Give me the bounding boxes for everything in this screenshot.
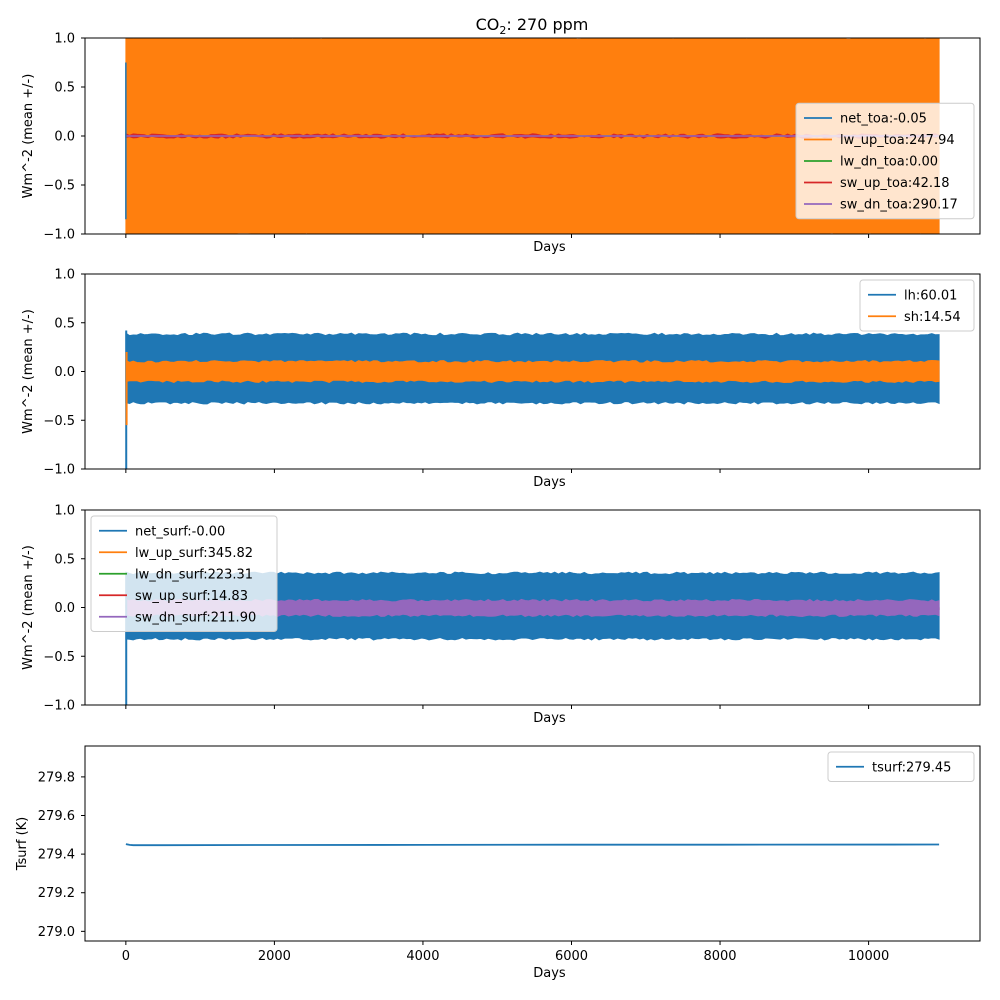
legend-label: net_toa:-0.05 [840,112,927,127]
x-tick-label: 8000 [703,949,736,964]
legend-label: lw_up_surf:345.82 [135,546,253,561]
y-axis-label: Tsurf (K) [15,817,30,872]
axes-2: −1.0 −0.5 0.0 0.5 1.0 Days Wm^-2 (mean +/-) lh:… [21,268,981,490]
x-tick-label: 6000 [555,949,588,964]
axes-container: −1.0 −0.5 0.0 0.5 1.0 Days Wm^-2 (mean +/-) net… [15,32,981,981]
legend-box [859,279,975,332]
x-tick-label: 4000 [406,949,439,964]
series-line [125,843,940,847]
y-tick-label: −1.0 [43,228,75,243]
legend-label: sw_up_toa:42.18 [840,176,950,191]
plot-area [125,843,940,847]
legend: net_toa:-0.05 lw_up_toa:247.94 lw_dn_toa:0… [795,102,975,220]
axes-4: 279.0 279.2 279.4 279.6 279.8 0 2000 4000 6000 80… [15,745,981,981]
legend-label: sw_up_surf:14.83 [135,589,248,604]
x-tick-label: 0 [122,949,130,964]
legend-label: sw_dn_surf:211.90 [135,610,256,625]
legend-box [90,515,278,632]
plot-area [125,38,940,234]
x-axis-label: Days [533,475,566,490]
x-tick-label: 10000 [848,949,889,964]
y-tick-label: 0.0 [54,365,75,380]
y-axis-label: Wm^-2 (mean +/-) [21,309,36,434]
legend-label: net_surf:-0.00 [135,524,225,539]
series-band [125,359,940,384]
x-axis-label: Days [533,966,566,981]
y-tick-label: 279.6 [38,809,75,824]
legend: net_surf:-0.00 lw_up_surf:345.82 lw_dn_sur… [90,515,278,632]
y-tick-label: −0.5 [43,414,75,429]
legend-label: lw_dn_surf:223.31 [135,567,253,582]
axes-3: −1.0 −0.5 0.0 0.5 1.0 Days Wm^-2 (mean +/-) net… [21,504,981,726]
y-tick-label: 1.0 [54,504,75,519]
y-tick-label: 0.5 [54,552,75,567]
legend-label: tsurf:279.45 [872,760,951,775]
y-tick-label: 1.0 [54,32,75,47]
legend: lh:60.01 sh:14.54 [859,279,975,332]
legend-label: lw_dn_toa:0.00 [840,155,938,170]
y-tick-label: −0.5 [43,179,75,194]
series-band [125,598,940,618]
legend-label: sw_dn_toa:290.17 [840,198,958,213]
y-axis-label: Wm^-2 (mean +/-) [21,74,36,199]
y-tick-label: 0.0 [54,130,75,145]
legend-label: sh:14.54 [904,310,961,325]
y-tick-label: 279.0 [38,925,75,940]
legend-label: lh:60.01 [904,288,957,303]
legend-box [795,102,975,220]
x-axis-label: Days [533,711,566,726]
y-tick-label: −0.5 [43,650,75,665]
y-axis-label: Wm^-2 (mean +/-) [21,545,36,670]
x-tick-label: 2000 [258,949,291,964]
y-tick-label: 0.0 [54,601,75,616]
figure-title: CO2: 270 ppm [476,15,589,37]
y-tick-label: −1.0 [43,463,75,478]
legend-label: lw_up_toa:247.94 [840,133,955,148]
legend: tsurf:279.45 [827,751,975,782]
y-tick-label: 0.5 [54,316,75,331]
legend-box [827,751,975,782]
y-tick-label: 0.5 [54,81,75,96]
y-tick-label: 279.4 [38,848,75,863]
y-tick-label: 1.0 [54,268,75,283]
plot-area [125,571,940,705]
y-tick-label: 279.2 [38,886,75,901]
axes-frame [84,745,981,942]
x-axis-label: Days [533,240,566,255]
y-tick-label: −1.0 [43,699,75,714]
y-tick-label: 279.8 [38,770,75,785]
axes-1: −1.0 −0.5 0.0 0.5 1.0 Days Wm^-2 (mean +/-) net… [21,32,981,255]
plot-area [125,330,940,469]
